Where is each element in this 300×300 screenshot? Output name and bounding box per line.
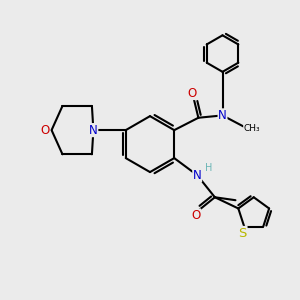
Text: H: H: [205, 163, 212, 173]
Text: O: O: [191, 209, 201, 222]
Text: N: N: [218, 109, 227, 122]
Text: O: O: [187, 86, 196, 100]
Text: S: S: [238, 226, 247, 239]
Text: N: N: [193, 169, 202, 182]
Text: CH₃: CH₃: [244, 124, 260, 133]
Text: O: O: [40, 124, 50, 136]
Text: N: N: [89, 124, 98, 136]
